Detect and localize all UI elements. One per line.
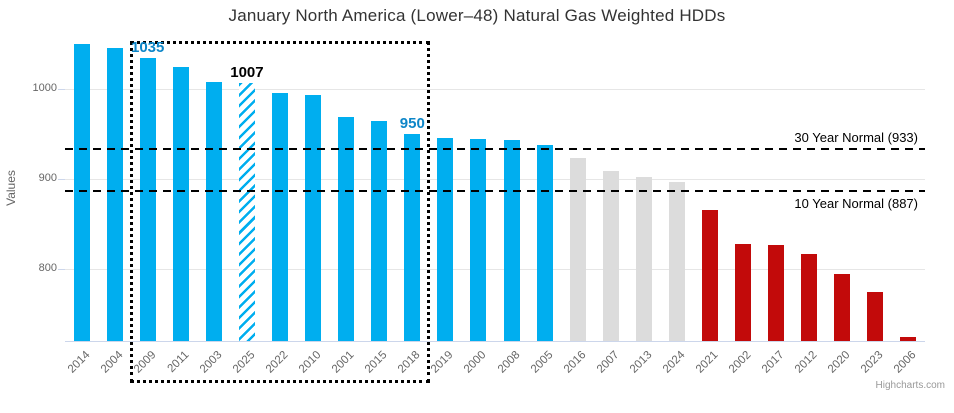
highlight-box	[129, 41, 431, 383]
data-label-2009: 1035	[131, 38, 165, 56]
bar-2008[interactable]	[503, 140, 520, 341]
bar-2018[interactable]	[404, 134, 421, 341]
y-axis-tick	[58, 178, 65, 180]
gridline	[65, 88, 925, 90]
data-label-2018: 950	[399, 115, 425, 132]
bar-2001[interactable]	[338, 116, 355, 341]
bar-2006[interactable]	[900, 336, 917, 341]
bar-2020[interactable]	[834, 274, 851, 341]
bar-2003[interactable]	[205, 81, 222, 341]
bar-2000[interactable]	[470, 139, 487, 341]
bar-2009[interactable]	[139, 57, 156, 341]
plot-line-933	[65, 148, 925, 151]
y-axis-label: 1000	[32, 82, 57, 94]
bar-2007[interactable]	[602, 170, 619, 341]
bar-2004[interactable]	[106, 47, 123, 341]
bar-2014[interactable]	[73, 44, 90, 341]
bar-2023[interactable]	[867, 291, 884, 341]
bar-2016[interactable]	[569, 158, 586, 341]
bar-2013[interactable]	[635, 177, 652, 341]
plot-line-label-933: 30 Year Normal (933)	[794, 130, 918, 146]
bar-2024[interactable]	[668, 181, 685, 341]
y-axis-tick	[58, 88, 65, 90]
chart-title: January North America (Lower–48) Natural…	[228, 6, 726, 25]
bar-2010[interactable]	[305, 95, 322, 341]
bar-2002[interactable]	[735, 243, 752, 341]
gridline	[65, 178, 925, 180]
highcharts-credits-link[interactable]: Highcharts.com	[875, 380, 945, 391]
bar-2015[interactable]	[371, 120, 388, 341]
x-axis-line	[65, 341, 925, 342]
bar-2022[interactable]	[272, 92, 288, 341]
bar-2021[interactable]	[702, 209, 718, 341]
bar-2025[interactable]	[238, 82, 255, 341]
bar-2012[interactable]	[801, 253, 818, 341]
data-label-2025: 1007	[230, 63, 264, 81]
bar-2011[interactable]	[172, 67, 189, 341]
bar-2017[interactable]	[768, 244, 785, 341]
bar-2005[interactable]	[536, 144, 553, 341]
y-axis-label: 800	[38, 262, 57, 274]
gridline	[65, 268, 925, 270]
y-axis-tick	[58, 268, 65, 270]
bar-2019[interactable]	[437, 137, 454, 341]
plot-line-label-887: 10 Year Normal (887)	[794, 195, 918, 211]
plot-line-887	[65, 189, 925, 192]
y-axis-label: 900	[38, 172, 57, 184]
